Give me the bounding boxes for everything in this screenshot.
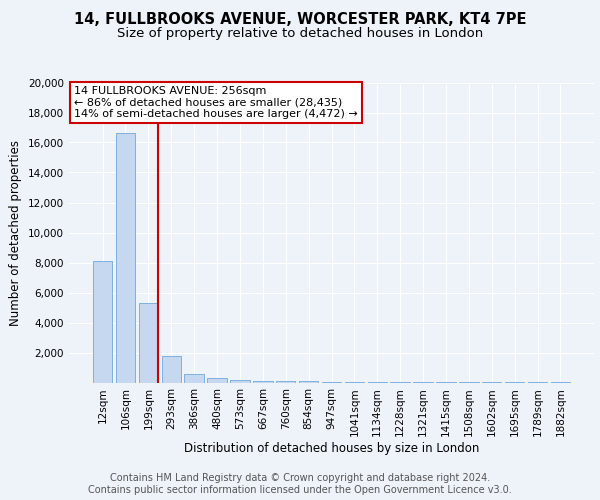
Bar bbox=[184, 374, 204, 382]
Bar bbox=[161, 356, 181, 382]
Bar bbox=[116, 134, 135, 382]
Text: Size of property relative to detached houses in London: Size of property relative to detached ho… bbox=[117, 28, 483, 40]
Bar bbox=[276, 381, 295, 382]
Y-axis label: Number of detached properties: Number of detached properties bbox=[10, 140, 22, 326]
Text: 14, FULLBROOKS AVENUE, WORCESTER PARK, KT4 7PE: 14, FULLBROOKS AVENUE, WORCESTER PARK, K… bbox=[74, 12, 526, 28]
Bar bbox=[208, 378, 227, 382]
Bar bbox=[93, 261, 112, 382]
X-axis label: Distribution of detached houses by size in London: Distribution of detached houses by size … bbox=[184, 442, 479, 454]
Bar bbox=[230, 380, 250, 382]
Text: 14 FULLBROOKS AVENUE: 256sqm
← 86% of detached houses are smaller (28,435)
14% o: 14 FULLBROOKS AVENUE: 256sqm ← 86% of de… bbox=[74, 86, 358, 118]
Bar bbox=[253, 380, 272, 382]
Text: Contains HM Land Registry data © Crown copyright and database right 2024.
Contai: Contains HM Land Registry data © Crown c… bbox=[88, 474, 512, 495]
Bar bbox=[139, 303, 158, 382]
